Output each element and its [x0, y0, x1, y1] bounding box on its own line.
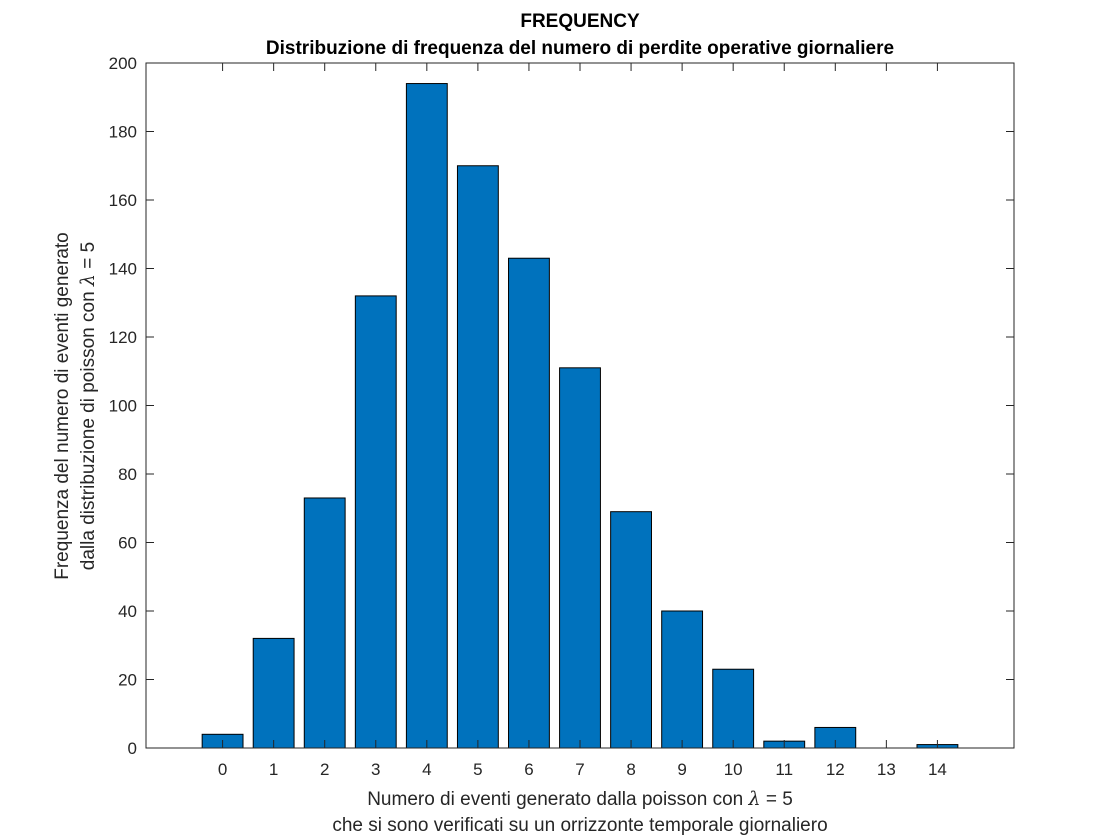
axes-box	[145, 62, 1015, 749]
y-tick-label: 100	[109, 397, 137, 416]
x-axis-label: Numero di eventi generato dalla poisson …	[367, 788, 793, 810]
x-tick-label: 11	[775, 760, 793, 779]
x-tick-label: 14	[928, 760, 947, 779]
y-tick-label: 180	[109, 123, 137, 142]
y-axis-label-lambda: λ	[77, 274, 99, 287]
y-tick-label: 200	[109, 54, 137, 73]
x-axis-label-lambda: λ	[748, 788, 761, 810]
x-tick-label: 3	[371, 760, 380, 779]
x-tick-label: 13	[877, 760, 896, 779]
y-tick-label: 40	[118, 602, 137, 621]
y-axis-label-line1: Frequenza del numero di eventi generato	[52, 232, 73, 580]
x-axis-label-prefix: Numero di eventi generato dalla poisson …	[367, 789, 748, 810]
bar-6	[508, 257, 550, 749]
y-tick-label: 60	[118, 534, 137, 553]
x-tick-label: 2	[320, 760, 329, 779]
x-tick-label: 0	[218, 760, 227, 779]
x-tick-label: 1	[269, 760, 278, 779]
bar-10	[712, 668, 755, 749]
x-tick-label: 9	[677, 760, 686, 779]
y-axis-label-suffix: = 5	[78, 242, 99, 274]
bar-2	[303, 497, 346, 749]
y-tick-label: 120	[109, 328, 137, 347]
x-tick-label: 5	[473, 760, 482, 779]
y-tick-label: 140	[109, 260, 137, 279]
chart-subtitle: Distribuzione di frequenza del numero di…	[266, 38, 894, 59]
y-tick-label: 0	[128, 739, 137, 758]
bar-5	[456, 165, 499, 749]
x-axis-label-suffix: = 5	[761, 789, 793, 810]
bar-4	[405, 83, 448, 749]
bar-8	[610, 511, 652, 749]
bar-7	[559, 367, 601, 749]
x-tick-label: 4	[422, 760, 431, 779]
y-axis-label-prefix: dalla distribuzione di poisson con	[78, 286, 99, 570]
y-axis-label-line2: dalla distribuzione di poisson con λ = 5	[77, 242, 99, 570]
y-tick-label: 20	[118, 671, 137, 690]
y-tick-label: 80	[118, 465, 137, 484]
x-tick-label: 8	[626, 760, 635, 779]
bar-9	[661, 610, 704, 749]
x-tick-label: 6	[524, 760, 533, 779]
x-tick-label: 10	[724, 760, 743, 779]
bar-3	[354, 295, 397, 749]
bar-1	[252, 637, 295, 749]
x-tick-label: 12	[826, 760, 845, 779]
y-tick-label: 160	[109, 191, 137, 210]
x-axis-label-line2: che si sono verificati su un orrizzonte …	[332, 815, 827, 836]
chart-title: FREQUENCY	[520, 11, 640, 32]
x-tick-label: 7	[575, 760, 584, 779]
